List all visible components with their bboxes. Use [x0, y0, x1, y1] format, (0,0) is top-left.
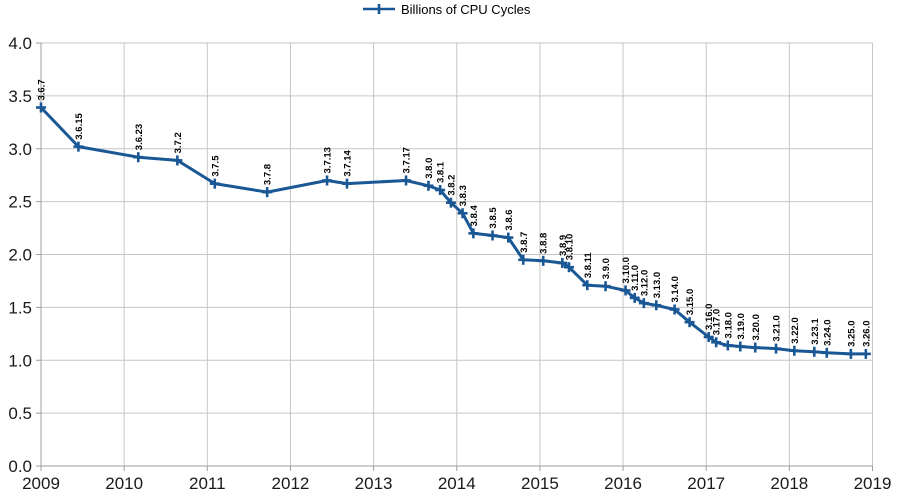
y-tick-label: 2.0 — [8, 246, 32, 265]
y-tick-label: 0.0 — [8, 457, 32, 476]
data-point-label: 3.8.7 — [519, 232, 530, 253]
y-tick-label: 0.5 — [8, 404, 32, 423]
x-tick-label: 2014 — [438, 474, 476, 493]
data-point-label: 3.7.17 — [402, 147, 413, 173]
data-point-label: 3.6.23 — [134, 124, 145, 150]
data-point-label: 3.14.0 — [670, 276, 681, 302]
x-tick-label: 2016 — [604, 474, 642, 493]
data-point-label: 3.8.5 — [488, 207, 499, 229]
data-point-label: 3.24.0 — [822, 319, 833, 345]
data-point-label: 3.25.0 — [846, 320, 857, 346]
data-point-label: 3.20.0 — [751, 314, 762, 340]
x-tick-label: 2012 — [272, 474, 310, 493]
data-point-label: 3.7.2 — [173, 132, 184, 153]
data-point-label: 3.22.0 — [790, 317, 801, 343]
data-point-label: 3.8.2 — [446, 175, 457, 196]
data-point-label: 3.8.11 — [583, 252, 594, 279]
x-tick-label: 2019 — [854, 474, 892, 493]
x-tick-label: 2017 — [687, 474, 725, 493]
y-tick-label: 1.5 — [8, 298, 32, 317]
x-tick-label: 2013 — [355, 474, 393, 493]
legend-label: Billions of CPU Cycles — [401, 1, 531, 17]
legend-line-marker-icon — [363, 4, 395, 14]
data-point-label: 3.8.9 — [558, 235, 569, 256]
data-point-label: 3.8.0 — [424, 158, 435, 179]
data-point-label: 3.7.13 — [323, 147, 334, 173]
data-point-label: 3.16.0 — [704, 304, 715, 330]
data-point-label: 3.7.5 — [210, 155, 221, 177]
data-point-label: 3.17.0 — [712, 309, 723, 335]
data-point-label: 3.6.15 — [74, 113, 85, 140]
data-point-label: 3.11.0 — [630, 265, 641, 291]
data-point-label: 3.21.0 — [772, 315, 783, 341]
data-point-label: 3.23.1 — [810, 318, 821, 345]
data-point-label: 3.15.0 — [685, 289, 696, 315]
data-point-label: 3.8.8 — [539, 233, 550, 254]
data-point-label: 3.26.0 — [861, 320, 872, 346]
data-point-label: 3.8.4 — [469, 205, 480, 227]
data-point-label: 3.18.0 — [723, 312, 734, 338]
data-point-label: 3.7.14 — [342, 150, 353, 177]
legend: Billions of CPU Cycles — [362, 1, 530, 17]
y-tick-label: 4.0 — [8, 34, 32, 53]
data-point-label: 3.13.0 — [652, 272, 663, 298]
x-tick-label: 2015 — [521, 474, 559, 493]
data-point-label: 3.8.1 — [436, 161, 447, 183]
y-tick-label: 3.5 — [8, 87, 32, 106]
data-point-label: 3.7.8 — [263, 164, 274, 185]
y-tick-label: 3.0 — [8, 140, 32, 159]
data-point-label: 3.9.0 — [601, 258, 612, 279]
x-tick-label: 2011 — [189, 474, 226, 493]
data-point-label: 3.19.0 — [736, 313, 747, 339]
data-point-label: 3.12.0 — [639, 270, 650, 296]
x-tick-label: 2018 — [770, 474, 808, 493]
data-point-label: 3.10.0 — [621, 257, 632, 283]
data-point-label: 3.8.3 — [458, 185, 469, 206]
y-tick-label: 2.5 — [8, 193, 32, 212]
data-point-label: 3.8.10 — [565, 234, 576, 260]
x-tick-label: 2009 — [22, 474, 60, 493]
x-tick-label: 2010 — [105, 474, 143, 493]
y-tick-label: 1.0 — [8, 351, 32, 370]
data-point-label: 3.8.6 — [504, 209, 515, 230]
data-point-label: 3.6.7 — [37, 79, 48, 100]
